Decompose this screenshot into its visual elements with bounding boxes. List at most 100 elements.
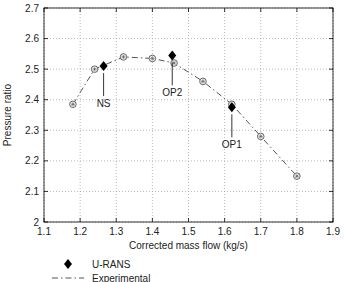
marker-star <box>295 174 300 179</box>
annotation-line <box>103 73 104 96</box>
grid-line <box>260 8 261 222</box>
data-point <box>171 60 178 67</box>
tick-mark <box>44 130 48 131</box>
legend-label: U-RANS <box>92 259 131 270</box>
tick-mark <box>116 8 117 12</box>
plot-frame <box>44 8 333 222</box>
grid-line <box>224 8 225 222</box>
data-point <box>120 54 127 61</box>
marker-star <box>121 55 126 60</box>
grid-line <box>44 69 333 70</box>
grid-line <box>152 8 153 222</box>
marker-ring <box>91 66 98 73</box>
tick-mark <box>296 218 297 222</box>
grid-line <box>44 191 333 192</box>
tick-mark <box>329 38 333 39</box>
grid-line <box>44 99 333 100</box>
y-axis-label: Pressure ratio <box>2 83 13 146</box>
tick-label: 1.6 <box>218 226 232 237</box>
annotation: OP2 <box>162 87 182 98</box>
marker-ring <box>149 55 156 62</box>
tick-mark <box>329 130 333 131</box>
grid-line <box>116 8 117 222</box>
tick-mark <box>224 8 225 12</box>
series-line <box>73 57 297 176</box>
grid <box>44 8 333 222</box>
chart: 1.1 1.2 1.3 1.4 1.5 1.6 1.7 1.8 1.9 2 2.1 2.2 2.3 2.4… <box>0 0 345 282</box>
tick-label: 1.7 <box>254 226 268 237</box>
data <box>70 50 301 179</box>
tick-label: 1.2 <box>73 226 87 237</box>
data-point <box>294 173 301 180</box>
tick-label: 2.4 <box>25 94 39 105</box>
x-axis-label: Corrected mass flow (kg/s) <box>129 240 248 251</box>
tick-mark <box>44 99 48 100</box>
annotation: OP1 <box>222 139 242 150</box>
tick-mark <box>44 191 48 192</box>
legend-line <box>52 278 84 279</box>
tick-label: 1.1 <box>37 226 51 237</box>
grid-line <box>296 8 297 222</box>
annotation-line <box>231 114 232 137</box>
tick-mark <box>329 191 333 192</box>
data-point <box>149 55 156 62</box>
tick-mark <box>296 8 297 12</box>
tick-mark <box>152 8 153 12</box>
marker-ring <box>200 78 207 85</box>
data-point <box>70 101 77 108</box>
tick-mark <box>329 99 333 100</box>
tick-label: 2.1 <box>25 186 39 197</box>
marker-ring <box>294 173 301 180</box>
annotations: NS OP2 OP1 <box>97 62 243 150</box>
tick-mark <box>224 218 225 222</box>
legend-marker <box>64 259 72 269</box>
tick-mark <box>329 69 333 70</box>
tick-label: 2.6 <box>25 33 39 44</box>
data-point <box>228 102 236 112</box>
tick-mark <box>44 38 48 39</box>
data-point <box>91 66 98 73</box>
tick-label: 1.9 <box>326 226 340 237</box>
tick-mark <box>329 160 333 161</box>
grid-line <box>188 8 189 222</box>
tick-mark <box>152 218 153 222</box>
tick-mark <box>44 69 48 70</box>
legend: U-RANS Experimental <box>52 259 150 282</box>
tick-mark <box>80 218 81 222</box>
marker-star <box>201 79 206 84</box>
tick-mark <box>188 218 189 222</box>
data-point <box>257 133 264 140</box>
marker-star <box>71 102 76 107</box>
tick-mark <box>80 8 81 12</box>
background <box>0 0 345 282</box>
marker-ring <box>171 60 178 67</box>
marker-star <box>150 56 155 61</box>
data-point <box>168 50 176 60</box>
tick-label: 1.4 <box>145 226 159 237</box>
tick-mark <box>260 218 261 222</box>
data-point <box>200 78 207 85</box>
marker-star <box>258 134 263 139</box>
tick-label: 2.2 <box>25 155 39 166</box>
tick-label: 2.5 <box>25 64 39 75</box>
tick-label: 1.8 <box>290 226 304 237</box>
tick-mark <box>44 160 48 161</box>
annotation: NS <box>97 98 111 109</box>
marker-star <box>92 67 97 72</box>
tick-mark <box>116 218 117 222</box>
tick-label: 2 <box>33 217 39 228</box>
tick-label: 1.3 <box>109 226 123 237</box>
tick-mark <box>260 8 261 12</box>
annotation-line <box>172 62 173 85</box>
tick-label: 2.3 <box>25 125 39 136</box>
grid-line <box>44 160 333 161</box>
tick-mark <box>188 8 189 12</box>
legend-label: Experimental <box>92 273 150 282</box>
marker-ring <box>257 133 264 140</box>
tick-label: 1.5 <box>182 226 196 237</box>
grid-line <box>44 38 333 39</box>
grid-line <box>80 8 81 222</box>
tick-label: 2.7 <box>25 3 39 14</box>
marker-ring <box>120 54 127 61</box>
grid-line <box>44 130 333 131</box>
